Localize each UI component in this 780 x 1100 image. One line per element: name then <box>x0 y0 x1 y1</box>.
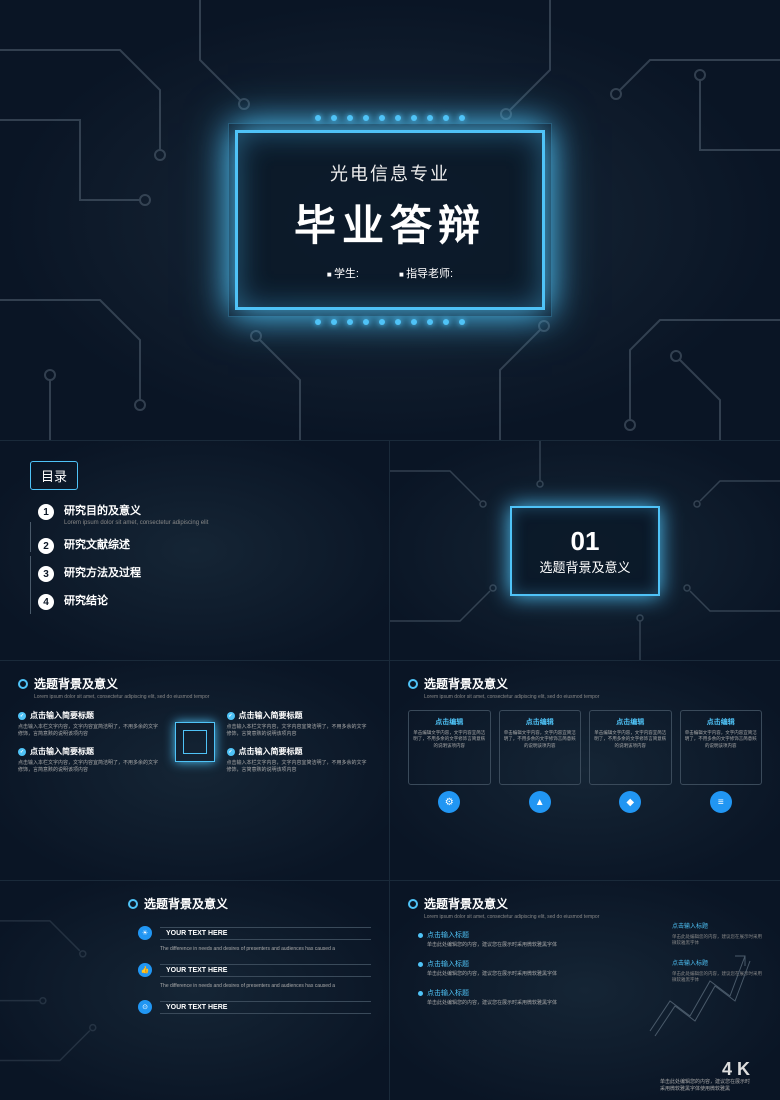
dot-icon <box>418 933 423 938</box>
col-text: 单击编辑文字内容，文字内容宜简洁明了，不用多余的文字修饰言简意赅的说明该项内容 <box>594 730 667 749</box>
col-title: 点击编辑 <box>685 717 758 727</box>
hero-meta: 学生: 指导老师: <box>327 265 453 281</box>
content-header: 选题背景及意义 <box>18 675 371 692</box>
toc-num: 3 <box>38 566 54 582</box>
content-slide-1: 选题背景及意义 Lorem ipsum dolor sit amet, cons… <box>0 660 390 880</box>
toc-heading: 研究目的及意义 <box>64 502 208 518</box>
toc-item: 3 研究方法及过程 <box>30 564 359 582</box>
toc-num: 4 <box>38 594 54 610</box>
toc-item: 2 研究文献综述 <box>30 536 359 554</box>
toc-num: 1 <box>38 504 54 520</box>
item-text: 点击输入本栏文字内容，文字内容宜简洁明了，不用多余的文字修饰，言简意赅的说明该项… <box>227 724 372 738</box>
student-label: 学生: <box>327 265 359 281</box>
content-slide-4: 选题背景及意义 Lorem ipsum dolor sit amet, cons… <box>390 880 780 1100</box>
right-label-sub: 单击此处编辑您的内容，建议您在展示时采用微软雅黑字体 <box>672 934 762 946</box>
item-text: 点击输入本栏文字内容，文字内容宜简洁明了，不用多余的文字修饰，言简意赅的说明该项… <box>227 760 372 774</box>
item-title: 点击输入简要标题 <box>239 746 303 757</box>
col-text: 单击编辑文字内容，文字内容宜简洁明了，不用多余的文字修饰言简意赅的说明该项内容 <box>504 730 577 749</box>
ring-icon <box>408 899 418 909</box>
chip-pins-top <box>315 115 465 121</box>
tl-text: 单击此处编辑您的内容，建议您在展示时采用微软雅黑字体 <box>427 942 587 949</box>
col-title: 点击编辑 <box>504 717 577 727</box>
tl-title: 点击输入标题 <box>427 930 469 940</box>
grid-item: ✓ 点击输入简要标题 点击输入本栏文字内容，文字内容宜简洁明了，不用多余的文字修饰… <box>18 746 163 774</box>
right-label: 点击输入标题 <box>672 958 762 967</box>
right-label-sub: 单击此处编辑您的内容，建议您在展示时采用微软雅黑字体 <box>672 971 762 983</box>
check-icon: ✓ <box>18 712 26 720</box>
col-text: 单击编辑文字内容，文字内容宜简洁明了，不用多余的文字修饰言简意赅的说明该项内容 <box>413 730 486 749</box>
toc-heading: 研究结论 <box>64 592 108 608</box>
item-title: 点击输入简要标题 <box>239 710 303 721</box>
toc-item: 4 研究结论 <box>30 592 359 610</box>
check-icon: ✓ <box>227 712 235 720</box>
tl-text: 单击此处编辑您的内容，建议您在展示时采用微软雅黑字体 <box>427 971 587 978</box>
ring-icon <box>408 679 418 689</box>
toc-label: 目录 <box>30 461 78 490</box>
col-icon: ◆ <box>619 791 641 813</box>
section-slide: 01 选题背景及意义 <box>390 440 780 660</box>
content-slide-2: 选题背景及意义 Lorem ipsum dolor sit amet, cons… <box>390 660 780 880</box>
item-text: 点击输入本栏文字内容，文字内容宜简洁明了，不用多余的文字修饰，言简意赅的说明该项… <box>18 760 163 774</box>
teacher-label: 指导老师: <box>399 265 453 281</box>
hero-slide: 光电信息专业 毕业答辩 学生: 指导老师: <box>0 0 780 440</box>
hero-subtitle: 光电信息专业 <box>330 160 450 186</box>
tl-text: 单击此处编辑您的内容，建议您在展示时采用微软雅黑字体 <box>427 1000 587 1007</box>
tl-title: 点击输入标题 <box>427 988 469 998</box>
col-icon: ≡ <box>710 791 732 813</box>
content-sub: Lorem ipsum dolor sit amet, consectetur … <box>424 914 762 920</box>
grid-item: ✓ 点击输入简要标题 点击输入本栏文字内容，文字内容宜简洁明了，不用多余的文字修饰… <box>227 710 372 738</box>
col-box: 点击编辑单击编辑文字内容，文字内容宜简洁明了，不用多余的文字修饰言简意赅的说明该… <box>589 710 672 813</box>
tl-title: 点击输入标题 <box>427 959 469 969</box>
hero-title: 毕业答辩 <box>294 192 486 253</box>
content-header: 选题背景及意义 <box>408 675 762 692</box>
col-text: 单击编辑文字内容，文字内容宜简洁明了，不用多余的文字修饰言简意赅的说明该项内容 <box>685 730 758 749</box>
big-4k: 4 K <box>722 1059 750 1080</box>
toc-desc: Lorem ipsum dolor sit amet, consectetur … <box>64 520 208 526</box>
section-chip: 01 选题背景及意义 <box>510 506 660 596</box>
section-title: 选题背景及意义 <box>539 557 630 576</box>
dot-icon <box>418 991 423 996</box>
item-title: 点击输入简要标题 <box>30 710 94 721</box>
right-label: 点击输入标题 <box>672 921 762 930</box>
toc-num: 2 <box>38 538 54 554</box>
dot-icon <box>418 962 423 967</box>
toc-heading: 研究方法及过程 <box>64 564 141 580</box>
item-text: 点击输入本栏文字内容，文字内容宜简洁明了，不用多余的文字修饰，言简意赅的说明该项… <box>18 724 163 738</box>
item-title: 点击输入简要标题 <box>30 746 94 757</box>
content-slide-3: 选题背景及意义 ☀ YOUR TEXT HERE The difference … <box>0 880 390 1100</box>
check-icon: ✓ <box>227 748 235 756</box>
col-title: 点击编辑 <box>594 717 667 727</box>
content-title: 选题背景及意义 <box>424 895 508 912</box>
toc-slide: 目录 1 研究目的及意义 Lorem ipsum dolor sit amet,… <box>0 440 390 660</box>
chip-pins-bottom <box>315 319 465 325</box>
ring-icon <box>18 679 28 689</box>
content-title: 选题背景及意义 <box>424 675 508 692</box>
col-icon: ⚙ <box>438 791 460 813</box>
toc-heading: 研究文献综述 <box>64 536 130 552</box>
content-sub: Lorem ipsum dolor sit amet, consectetur … <box>34 694 371 700</box>
col-box: 点击编辑单击编辑文字内容，文字内容宜简洁明了，不用多余的文字修饰言简意赅的说明该… <box>499 710 582 813</box>
grid-item: ✓ 点击输入简要标题 点击输入本栏文字内容，文字内容宜简洁明了，不用多余的文字修饰… <box>227 746 372 774</box>
big-4k-sub: 单击此处编辑您的内容，建议您在展示时采用微软雅黑字体使用微软雅黑 <box>660 1078 750 1092</box>
right-labels: 点击输入标题 单击此处编辑您的内容，建议您在展示时采用微软雅黑字体 点击输入标题… <box>672 921 762 995</box>
section-num: 01 <box>571 526 600 557</box>
col-box: 点击编辑单击编辑文字内容，文字内容宜简洁明了，不用多余的文字修饰言简意赅的说明该… <box>680 710 763 813</box>
col-title: 点击编辑 <box>413 717 486 727</box>
content-title: 选题背景及意义 <box>34 675 118 692</box>
content-sub: Lorem ipsum dolor sit amet, consectetur … <box>424 694 762 700</box>
circuit-bg <box>0 881 389 1100</box>
content-header: 选题背景及意义 <box>408 895 762 912</box>
toc-item: 1 研究目的及意义 Lorem ipsum dolor sit amet, co… <box>30 502 359 526</box>
col-icon: ▲ <box>529 791 551 813</box>
chip-frame: 光电信息专业 毕业答辩 学生: 指导老师: <box>235 130 545 310</box>
col-box: 点击编辑单击编辑文字内容，文字内容宜简洁明了，不用多余的文字修饰言简意赅的说明该… <box>408 710 491 813</box>
grid-item: ✓ 点击输入简要标题 点击输入本栏文字内容，文字内容宜简洁明了，不用多余的文字修饰… <box>18 710 163 738</box>
check-icon: ✓ <box>18 748 26 756</box>
chip-icon <box>175 722 215 762</box>
